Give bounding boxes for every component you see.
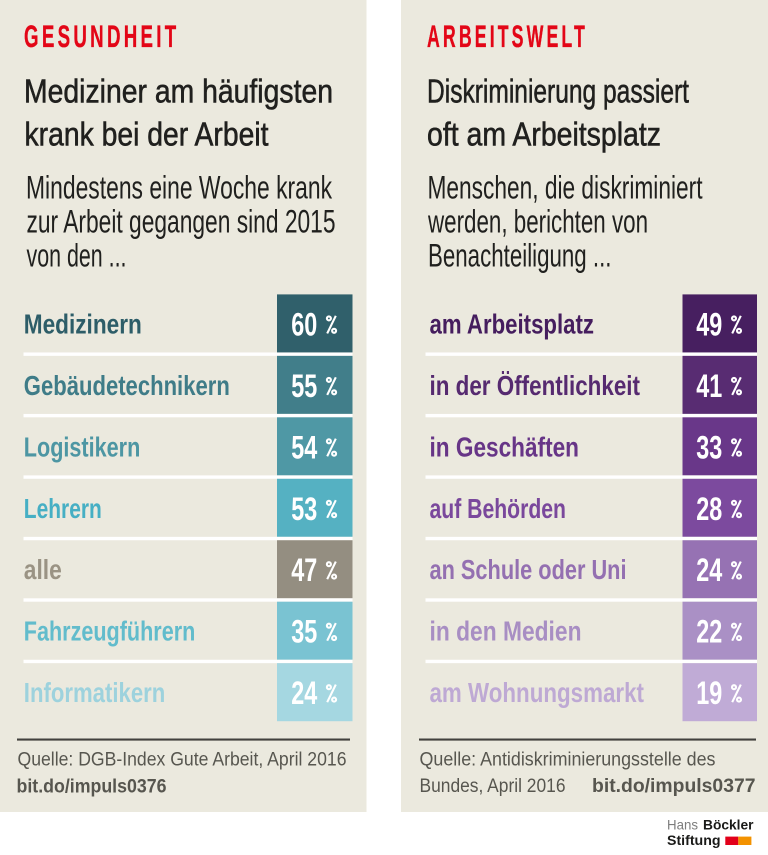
svg-text:22: 22 [696, 614, 722, 650]
svg-text:54: 54 [291, 429, 317, 465]
svg-text:bit.do/impuls0376: bit.do/impuls0376 [17, 777, 167, 798]
svg-text:35: 35 [291, 614, 317, 650]
svg-text:55: 55 [291, 368, 317, 404]
svg-text:24: 24 [696, 552, 722, 588]
svg-text:am Wohnungsmarkt: am Wohnungsmarkt [430, 677, 645, 708]
svg-text:49: 49 [696, 306, 722, 342]
svg-text:alle: alle [24, 554, 62, 585]
svg-text:Fahrzeugführern: Fahrzeugführern [24, 616, 196, 647]
svg-text:Quelle: DGB-Index Gute Arbeit,: Quelle: DGB-Index Gute Arbeit, April 201… [18, 750, 347, 771]
svg-text:Medizinern: Medizinern [24, 308, 142, 339]
svg-text:Hans: Hans [667, 817, 698, 833]
svg-text:53: 53 [291, 491, 317, 527]
svg-text:19: 19 [696, 675, 722, 711]
svg-text:bit.do/impuls0377: bit.do/impuls0377 [592, 776, 756, 797]
svg-text:zur Arbeit gegangen sind 2015: zur Arbeit gegangen sind 2015 [27, 204, 336, 240]
svg-text:28: 28 [696, 491, 722, 527]
svg-text:Mindestens eine Woche krank: Mindestens eine Woche krank [26, 170, 333, 206]
svg-text:in der Öffentlichkeit: in der Öffentlichkeit [430, 370, 641, 401]
svg-text:Lehrern: Lehrern [24, 493, 102, 524]
svg-text:33: 33 [696, 429, 722, 465]
svg-text:Informatikern: Informatikern [24, 677, 166, 708]
svg-text:47: 47 [291, 552, 317, 588]
svg-text:an Schule oder Uni: an Schule oder Uni [430, 554, 627, 585]
svg-text:Quelle: Antidiskriminierungsst: Quelle: Antidiskriminierungsstelle des [420, 750, 716, 771]
svg-text:Mediziner am häufigsten: Mediziner am häufigsten [24, 73, 333, 110]
svg-text:Menschen, die diskriminiert: Menschen, die diskriminiert [428, 170, 703, 206]
svg-text:41: 41 [696, 368, 722, 404]
svg-text:werden, berichten von: werden, berichten von [427, 204, 648, 240]
svg-text:von den ...: von den ... [27, 238, 127, 274]
svg-text:krank bei der Arbeit: krank bei der Arbeit [25, 116, 269, 153]
svg-text:oft am Arbeitsplatz: oft am Arbeitsplatz [427, 116, 661, 153]
svg-text:Logistikern: Logistikern [24, 431, 141, 462]
svg-text:Stiftung: Stiftung [667, 832, 721, 848]
svg-text:auf Behörden: auf Behörden [430, 493, 567, 524]
svg-text:GESUNDHEIT: GESUNDHEIT [24, 18, 180, 54]
svg-text:Benachteiligung ...: Benachteiligung ... [428, 238, 612, 274]
svg-text:Bundes, April 2016: Bundes, April 2016 [420, 776, 566, 797]
svg-text:am Arbeitsplatz: am Arbeitsplatz [430, 308, 595, 339]
svg-text:24: 24 [291, 675, 317, 711]
svg-text:60: 60 [291, 306, 317, 342]
svg-text:Gebäudetechnikern: Gebäudetechnikern [24, 370, 230, 401]
svg-text:ARBEITSWELT: ARBEITSWELT [427, 18, 588, 54]
svg-text:Diskriminierung passiert: Diskriminierung passiert [427, 73, 689, 110]
svg-text:in Geschäften: in Geschäften [430, 431, 580, 462]
svg-text:Böckler: Böckler [703, 817, 754, 833]
svg-text:in den Medien: in den Medien [430, 616, 582, 647]
